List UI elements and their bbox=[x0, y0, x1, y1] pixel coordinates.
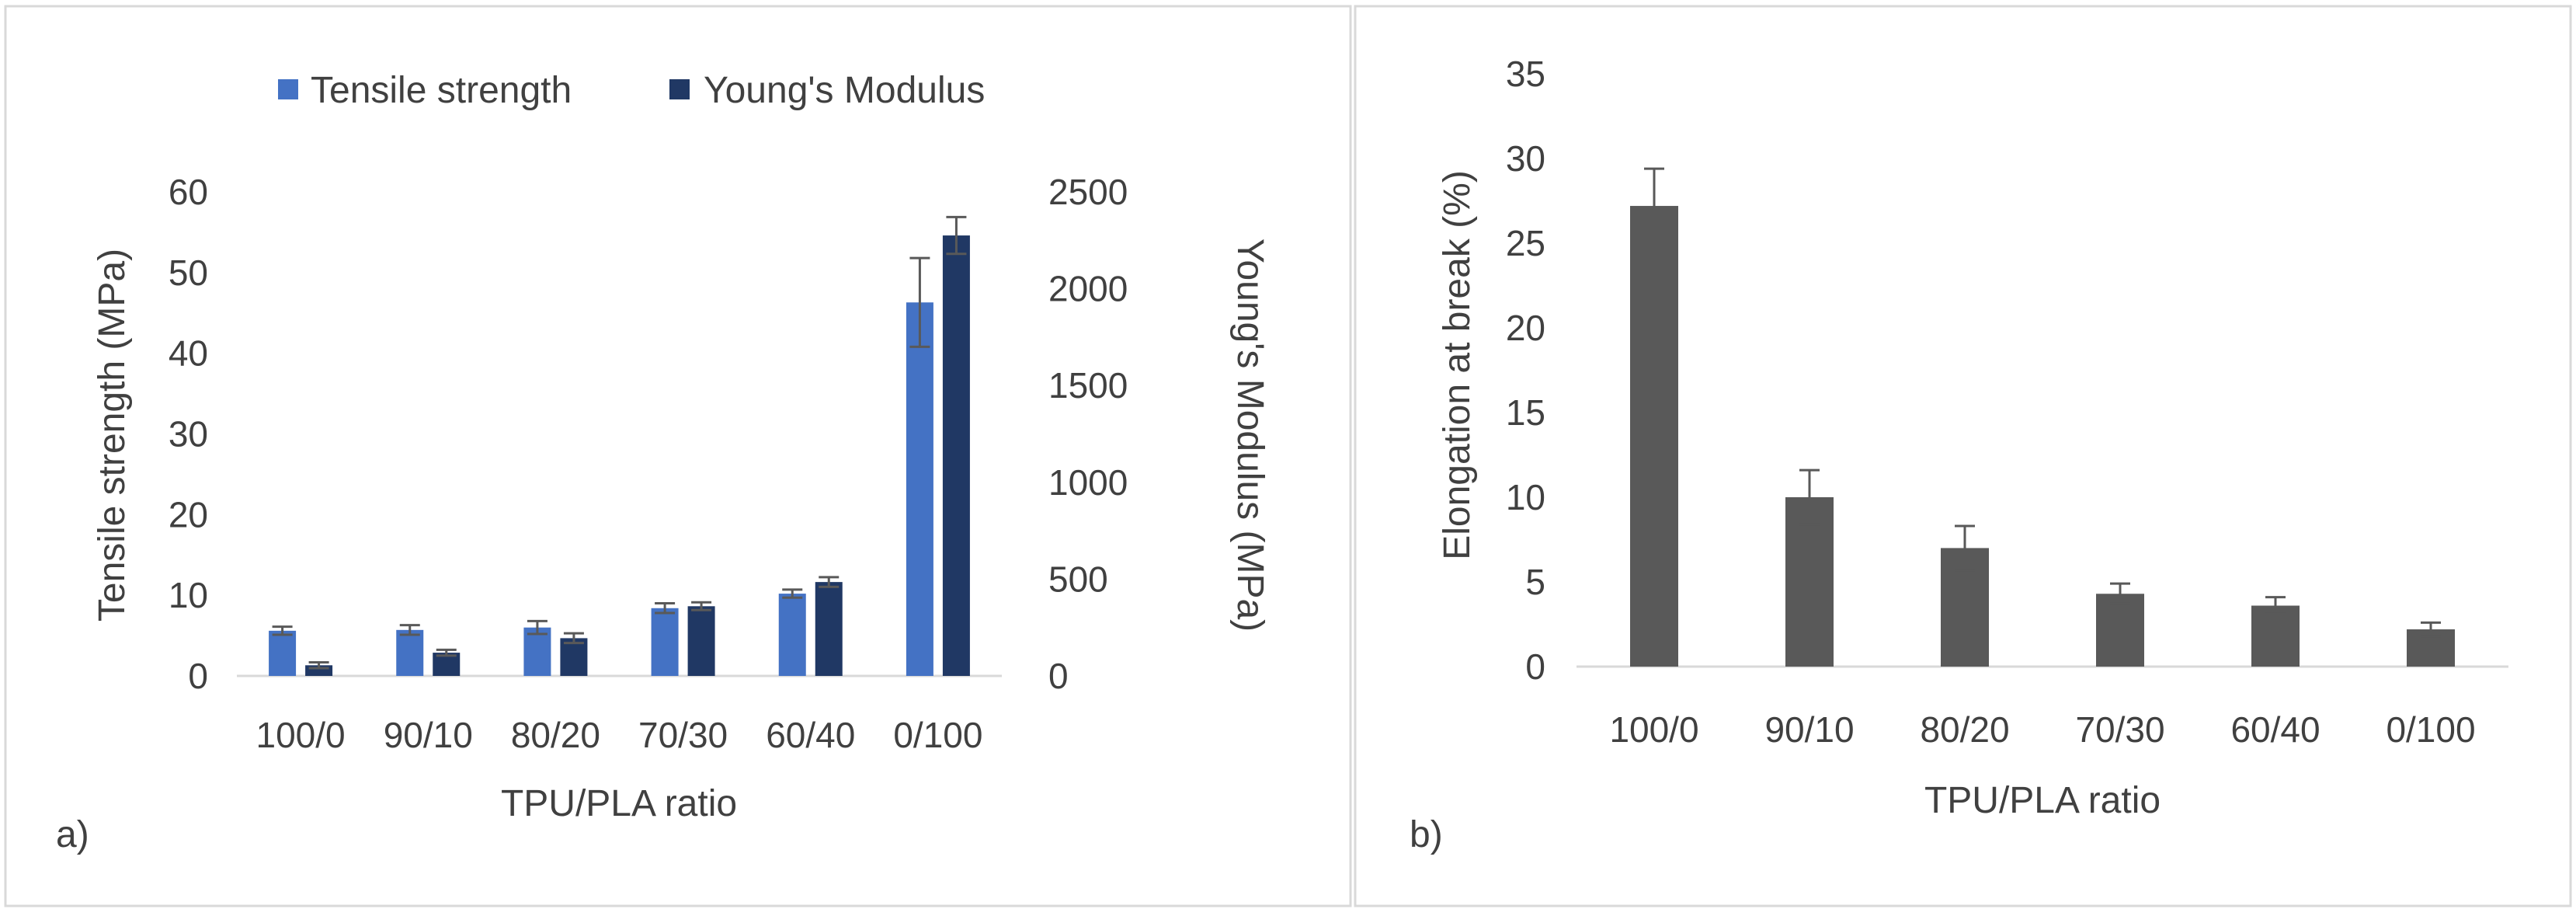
y-tick-label: 10 bbox=[169, 575, 208, 615]
panel-a: Tensile strength Young's Modulus 0 10 20 30… bbox=[56, 70, 1271, 855]
x-axis-title: TPU/PLA ratio bbox=[501, 783, 737, 824]
legend: Tensile strength Young's Modulus bbox=[278, 70, 985, 111]
legend-label-tensile: Tensile strength bbox=[311, 70, 572, 111]
bar-tensile-strength bbox=[651, 608, 679, 676]
y-tick-label: 50 bbox=[169, 253, 208, 293]
error-bar-youngs-modulus bbox=[308, 661, 329, 670]
error-bar-youngs-modulus bbox=[819, 576, 840, 588]
x-axis-title: TPU/PLA ratio bbox=[1924, 780, 2161, 821]
error-bar-youngs-modulus bbox=[563, 632, 584, 645]
x-tick-label: 70/30 bbox=[2075, 709, 2164, 750]
error-bar-tensile-strength bbox=[909, 256, 930, 348]
error-bar-youngs-modulus bbox=[436, 648, 457, 657]
error-bar-elongation bbox=[1955, 524, 1975, 572]
y-tick-label: 60 bbox=[169, 172, 208, 212]
y-right-tick-label: 1000 bbox=[1048, 462, 1128, 503]
y-right-tick-label: 1500 bbox=[1048, 365, 1128, 406]
error-bar-youngs-modulus bbox=[946, 215, 967, 256]
bars bbox=[269, 215, 970, 676]
x-tick-label: 100/0 bbox=[1609, 709, 1698, 750]
x-tick-label: 70/30 bbox=[638, 715, 728, 755]
bar-tensile-strength bbox=[523, 627, 551, 676]
error-bar-tensile-strength bbox=[399, 624, 420, 636]
x-tick-label: 60/40 bbox=[766, 715, 855, 755]
bar-elongation bbox=[1630, 206, 1678, 667]
x-tick-label: 100/0 bbox=[256, 715, 346, 755]
x-tick-label: 60/40 bbox=[2230, 709, 2320, 750]
bar-youngs-modulus bbox=[815, 582, 843, 676]
bar-elongation bbox=[2251, 605, 2300, 667]
x-tick-label: 90/10 bbox=[384, 715, 473, 755]
x-tick-label: 0/100 bbox=[2386, 709, 2475, 750]
legend-swatch-modulus bbox=[669, 79, 690, 99]
error-bar-tensile-strength bbox=[527, 619, 548, 636]
y-axis-title: Elongation at break (%) bbox=[1437, 170, 1478, 560]
bar-tensile-strength bbox=[778, 594, 806, 676]
y-tick-label: 20 bbox=[169, 494, 208, 535]
bar-youngs-modulus bbox=[942, 235, 970, 676]
legend-label-modulus: Young's Modulus bbox=[704, 70, 985, 111]
error-bar-youngs-modulus bbox=[691, 601, 712, 611]
y-axis-left-title: Tensile strength (MPa) bbox=[92, 249, 133, 622]
bar-youngs-modulus bbox=[560, 638, 588, 676]
y-tick-label: 10 bbox=[1506, 477, 1545, 517]
y-tick-label: 20 bbox=[1506, 308, 1545, 348]
y-tick-label: 35 bbox=[1506, 54, 1545, 94]
y-tick-label: 30 bbox=[169, 414, 208, 455]
x-axis-ticks: 100/0 90/10 80/20 70/30 60/40 0/100 bbox=[256, 715, 983, 755]
error-bar-elongation bbox=[2421, 621, 2441, 638]
panel-b: 0 5 10 15 20 25 30 35 100/0 90/10 80/20 70/30 60/40… bbox=[1410, 54, 2508, 855]
y-tick-label: 0 bbox=[1525, 646, 1545, 687]
x-tick-label: 90/10 bbox=[1764, 709, 1854, 750]
bar-elongation bbox=[2096, 594, 2144, 667]
y-axis-right-ticks: 0 500 1000 1500 2000 2500 bbox=[1048, 172, 1128, 696]
y-right-tick-label: 2500 bbox=[1048, 172, 1128, 212]
y-right-tick-label: 2000 bbox=[1048, 269, 1128, 309]
y-tick-label: 30 bbox=[1506, 138, 1545, 179]
y-tick-label: 5 bbox=[1525, 562, 1545, 602]
y-axis-left-ticks: 0 10 20 30 40 50 60 bbox=[169, 172, 208, 696]
bar-tensile-strength bbox=[906, 302, 933, 676]
legend-swatch-tensile bbox=[278, 79, 298, 99]
error-bar-tensile-strength bbox=[782, 588, 803, 599]
error-bar-tensile-strength bbox=[655, 602, 676, 615]
panel-a-frame bbox=[4, 5, 1352, 907]
panel-label-a: a) bbox=[56, 814, 89, 855]
error-bar-elongation bbox=[2265, 596, 2286, 615]
bar-tensile-strength bbox=[269, 630, 297, 676]
panel-label-b: b) bbox=[1410, 814, 1443, 855]
y-tick-label: 25 bbox=[1506, 223, 1545, 263]
y-right-tick-label: 500 bbox=[1048, 559, 1108, 599]
x-axis-ticks: 100/0 90/10 80/20 70/30 60/40 0/100 bbox=[1609, 709, 2475, 750]
error-bar-tensile-strength bbox=[272, 625, 293, 636]
y-axis-ticks: 0 5 10 15 20 25 30 35 bbox=[1506, 54, 1545, 687]
error-bar-elongation bbox=[1644, 167, 1664, 245]
bars bbox=[1630, 167, 2455, 667]
y-axis-right-title: Young's Modulus (MPa) bbox=[1229, 239, 1271, 632]
bar-tensile-strength bbox=[396, 629, 424, 676]
x-tick-label: 80/20 bbox=[511, 715, 600, 755]
x-tick-label: 0/100 bbox=[893, 715, 982, 755]
y-tick-label: 0 bbox=[188, 656, 208, 696]
bar-youngs-modulus bbox=[687, 606, 715, 676]
error-bar-elongation bbox=[1799, 468, 1820, 526]
error-bar-elongation bbox=[2110, 582, 2130, 605]
y-tick-label: 40 bbox=[169, 333, 208, 374]
panel-b-frame bbox=[1354, 5, 2572, 907]
x-tick-label: 80/20 bbox=[1920, 709, 2009, 750]
y-right-tick-label: 0 bbox=[1048, 656, 1069, 696]
y-tick-label: 15 bbox=[1506, 392, 1545, 433]
